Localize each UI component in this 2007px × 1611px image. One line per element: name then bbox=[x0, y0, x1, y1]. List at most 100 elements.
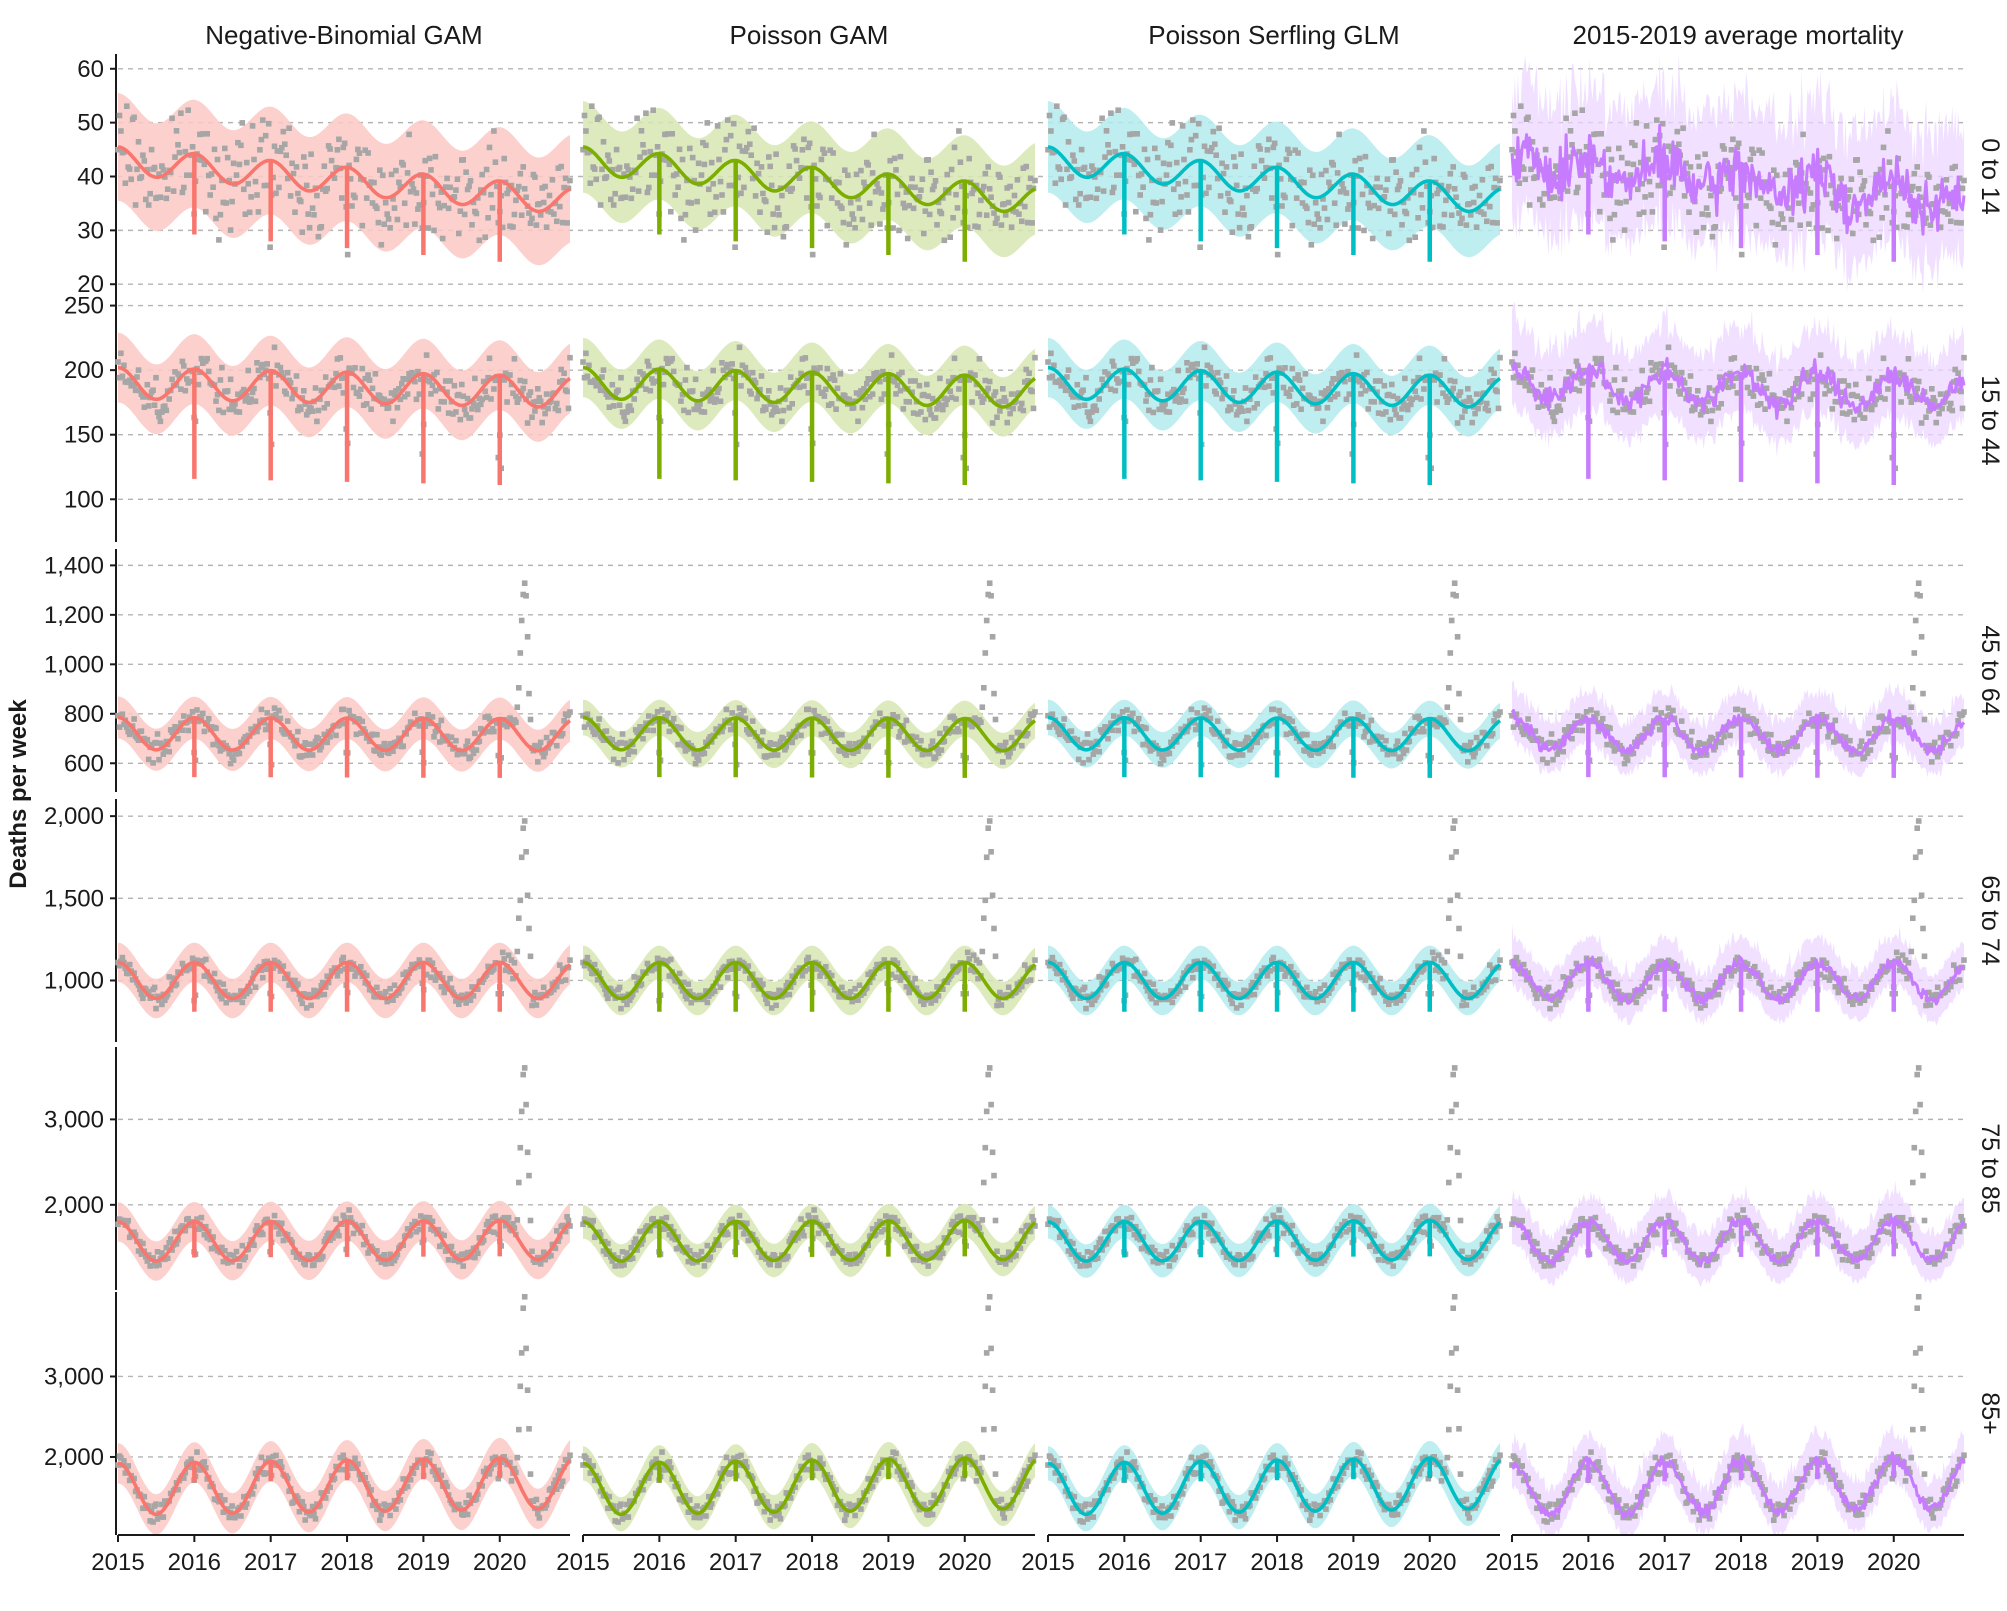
observed-point bbox=[788, 374, 794, 380]
observed-point bbox=[1105, 142, 1111, 148]
observed-point bbox=[1108, 110, 1114, 116]
observed-point bbox=[1094, 196, 1100, 202]
observed-point bbox=[1276, 708, 1282, 714]
observed-point bbox=[131, 716, 137, 722]
observed-point bbox=[1094, 408, 1100, 414]
observed-point bbox=[516, 396, 522, 402]
observed-point bbox=[1916, 580, 1922, 586]
observed-point bbox=[283, 152, 289, 158]
observed-point bbox=[810, 252, 816, 258]
observed-point bbox=[621, 757, 627, 763]
y-tick-label: 200 bbox=[64, 357, 104, 384]
observed-point bbox=[365, 372, 371, 378]
observed-point bbox=[985, 825, 991, 831]
observed-point bbox=[1225, 191, 1231, 197]
observed-point bbox=[1484, 401, 1490, 407]
observed-point bbox=[1130, 711, 1136, 717]
observed-point bbox=[1958, 220, 1964, 226]
observed-point bbox=[975, 224, 981, 230]
observed-point bbox=[949, 167, 955, 173]
observed-point bbox=[781, 234, 787, 240]
observed-point bbox=[678, 726, 684, 732]
observed-point bbox=[1907, 719, 1913, 725]
observed-point bbox=[1838, 176, 1844, 182]
observed-point bbox=[1572, 110, 1578, 116]
observed-point bbox=[267, 244, 273, 250]
observed-point bbox=[1695, 388, 1701, 394]
observed-point bbox=[1151, 410, 1157, 416]
observed-point bbox=[645, 190, 651, 196]
observed-point bbox=[1912, 171, 1918, 177]
observed-point bbox=[1898, 399, 1904, 405]
observed-point bbox=[1751, 393, 1757, 399]
observed-point bbox=[1512, 128, 1518, 134]
observed-point bbox=[1695, 154, 1701, 160]
observed-point bbox=[688, 200, 694, 206]
observed-point bbox=[956, 729, 962, 735]
observed-point bbox=[264, 361, 270, 367]
y-tick-label: 250 bbox=[64, 293, 104, 320]
observed-point bbox=[225, 155, 231, 161]
observed-point bbox=[604, 174, 610, 180]
observed-point bbox=[1113, 388, 1119, 394]
observed-point bbox=[1493, 977, 1499, 983]
observed-point bbox=[364, 195, 370, 201]
observed-point bbox=[1330, 162, 1336, 168]
observed-point bbox=[617, 402, 623, 408]
observed-point bbox=[1609, 157, 1615, 163]
observed-point bbox=[428, 167, 434, 173]
observed-point bbox=[1110, 961, 1116, 967]
observed-point bbox=[870, 391, 876, 397]
observed-point bbox=[618, 375, 624, 381]
observed-point bbox=[1721, 146, 1727, 152]
observed-point bbox=[431, 734, 437, 740]
observed-point bbox=[1732, 355, 1738, 361]
observed-point bbox=[1667, 383, 1673, 389]
observed-point bbox=[567, 178, 573, 184]
observed-point bbox=[990, 634, 996, 640]
observed-point bbox=[709, 160, 715, 166]
observed-point bbox=[833, 406, 839, 412]
observed-point bbox=[1009, 391, 1015, 397]
observed-point bbox=[169, 377, 175, 383]
observed-point bbox=[1631, 162, 1637, 168]
observed-point bbox=[567, 355, 573, 361]
observed-point bbox=[528, 954, 534, 960]
observed-point bbox=[1316, 216, 1322, 222]
observed-point bbox=[985, 164, 991, 170]
observed-point bbox=[447, 185, 453, 191]
column-title: Poisson Serfling GLM bbox=[1148, 20, 1399, 50]
observed-point bbox=[748, 152, 754, 158]
observed-point bbox=[1446, 915, 1452, 921]
observed-point bbox=[1086, 757, 1092, 763]
observed-point bbox=[779, 419, 785, 425]
observed-point bbox=[1028, 977, 1034, 983]
observed-point bbox=[512, 212, 518, 218]
observed-point bbox=[909, 176, 915, 182]
observed-point bbox=[980, 949, 986, 955]
observed-point bbox=[1124, 707, 1130, 713]
observed-point bbox=[1167, 751, 1173, 757]
observed-point bbox=[1625, 161, 1631, 167]
observed-point bbox=[1294, 195, 1300, 201]
observed-point bbox=[1547, 375, 1553, 381]
observed-point bbox=[930, 738, 936, 744]
observed-point bbox=[1048, 351, 1054, 357]
observed-point bbox=[1404, 211, 1410, 217]
observed-point bbox=[544, 224, 550, 230]
observed-point bbox=[952, 356, 958, 362]
observed-point bbox=[1679, 718, 1685, 724]
observed-point bbox=[1623, 199, 1629, 205]
observed-point bbox=[139, 174, 145, 180]
observed-point bbox=[860, 217, 866, 223]
observed-point bbox=[365, 150, 371, 156]
observed-point bbox=[865, 162, 871, 168]
observed-point bbox=[1415, 215, 1421, 221]
observed-point bbox=[1480, 177, 1486, 183]
observed-point bbox=[687, 146, 693, 152]
observed-point bbox=[702, 751, 708, 757]
observed-point bbox=[282, 141, 288, 147]
observed-point bbox=[1688, 373, 1694, 379]
observed-point bbox=[1263, 733, 1269, 739]
